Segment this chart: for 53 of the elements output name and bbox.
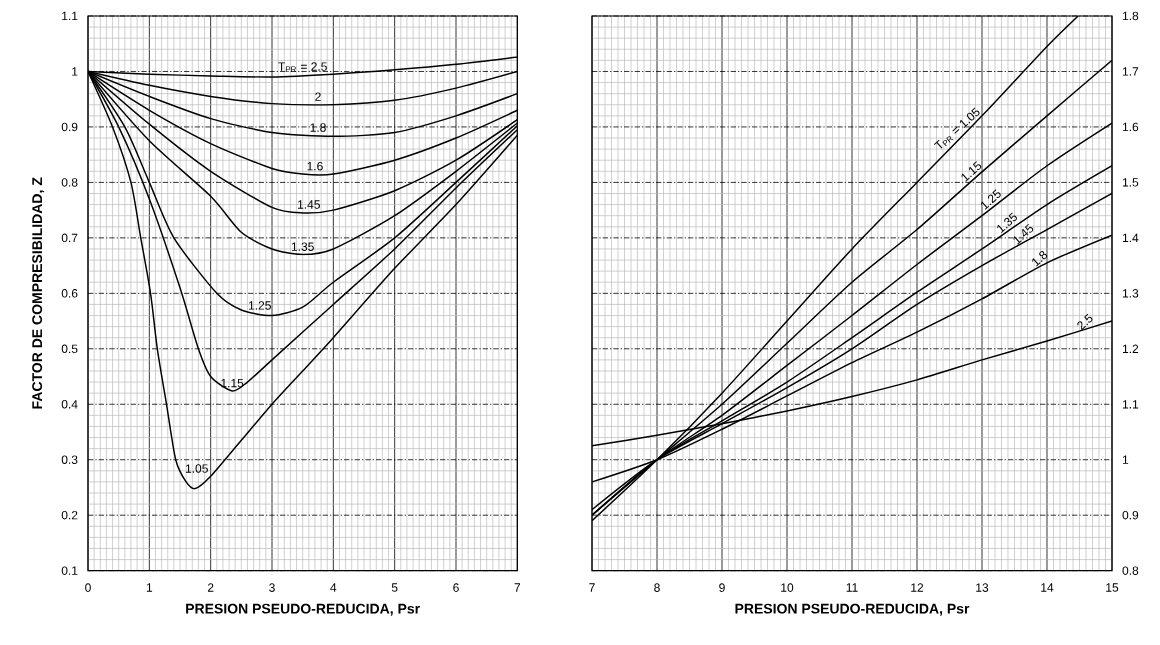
x-tick-label: 5 [391,583,398,592]
series-label: 1.6 [307,161,323,171]
y2-tick-label: 0.8 [1122,566,1139,575]
x-tick-label: 12 [911,583,924,592]
y2-tick-label: 1.2 [1122,344,1139,353]
y2-tick-label: 1 [1122,455,1129,464]
x-tick-label: 2 [207,583,214,592]
x-tick-label: 8 [654,583,660,592]
y-tick-label: 1.1 [62,11,78,20]
y2-tick-label: 1.1 [1122,399,1139,409]
x-tick-label: 13 [976,583,989,592]
series-label: 1.45 [298,200,320,209]
y-tick-label: 0.5 [61,344,78,353]
x-tick-label: 4 [330,583,337,592]
x-tick-label: 7 [514,583,521,592]
y2-tick-label: 0.9 [1122,510,1139,520]
series-label: 2 [315,92,321,101]
x-tick-label: 10 [781,583,794,592]
x-tick-label: 3 [269,583,275,592]
x-tick-label: 0 [85,583,91,592]
y2-tick-label: 1.4 [1122,233,1139,242]
series-label: 1.05 [185,464,208,473]
series-label: T$_{PR}$ = 2.5 [278,62,327,72]
y-tick-label: 0.1 [61,566,78,575]
x-tick-label: 7 [589,583,595,592]
x-tick-label: 9 [719,583,725,592]
y2-tick-label: 1.7 [1122,67,1139,76]
y-tick-label: 0.9 [61,122,78,132]
series-label: 1.8 [310,123,326,132]
series-label: 1.35 [291,242,314,251]
series-label: 1.25 [248,301,271,310]
y2-tick-label: 1.8 [1122,11,1139,21]
y-axis-title: FACTOR DE COMPRESIBILIDAD, Z [32,177,45,409]
y-tick-label: 1 [72,67,78,76]
series-label: 1.15 [221,378,244,388]
text: 2.5 [1077,313,1093,330]
x-tick-label: 15 [1106,583,1119,592]
y-tick-label: 0.2 [61,510,78,520]
y-tick-label: 0.6 [61,288,78,298]
x-axis-title: PRESION PSEUDO-REDUCIDA, Psr [735,603,970,616]
x-tick-label: 1 [146,583,153,592]
y2-tick-label: 1.5 [1122,178,1139,187]
x-tick-label: 11 [846,583,858,592]
y2-tick-label: 1.6 [1122,122,1139,132]
y-tick-label: 0.8 [61,177,78,187]
y2-tick-label: 1.3 [1122,288,1139,298]
x-tick-label: 14 [1041,583,1054,592]
y-tick-label: 0.4 [61,399,78,409]
x-tick-label: 6 [453,583,459,592]
x-axis-title: PRESION PSEUDO-REDUCIDA, Psr [186,603,420,616]
y-tick-label: 0.7 [61,233,78,242]
text: 1.8 [1032,250,1048,267]
y-tick-label: 0.3 [61,455,78,464]
